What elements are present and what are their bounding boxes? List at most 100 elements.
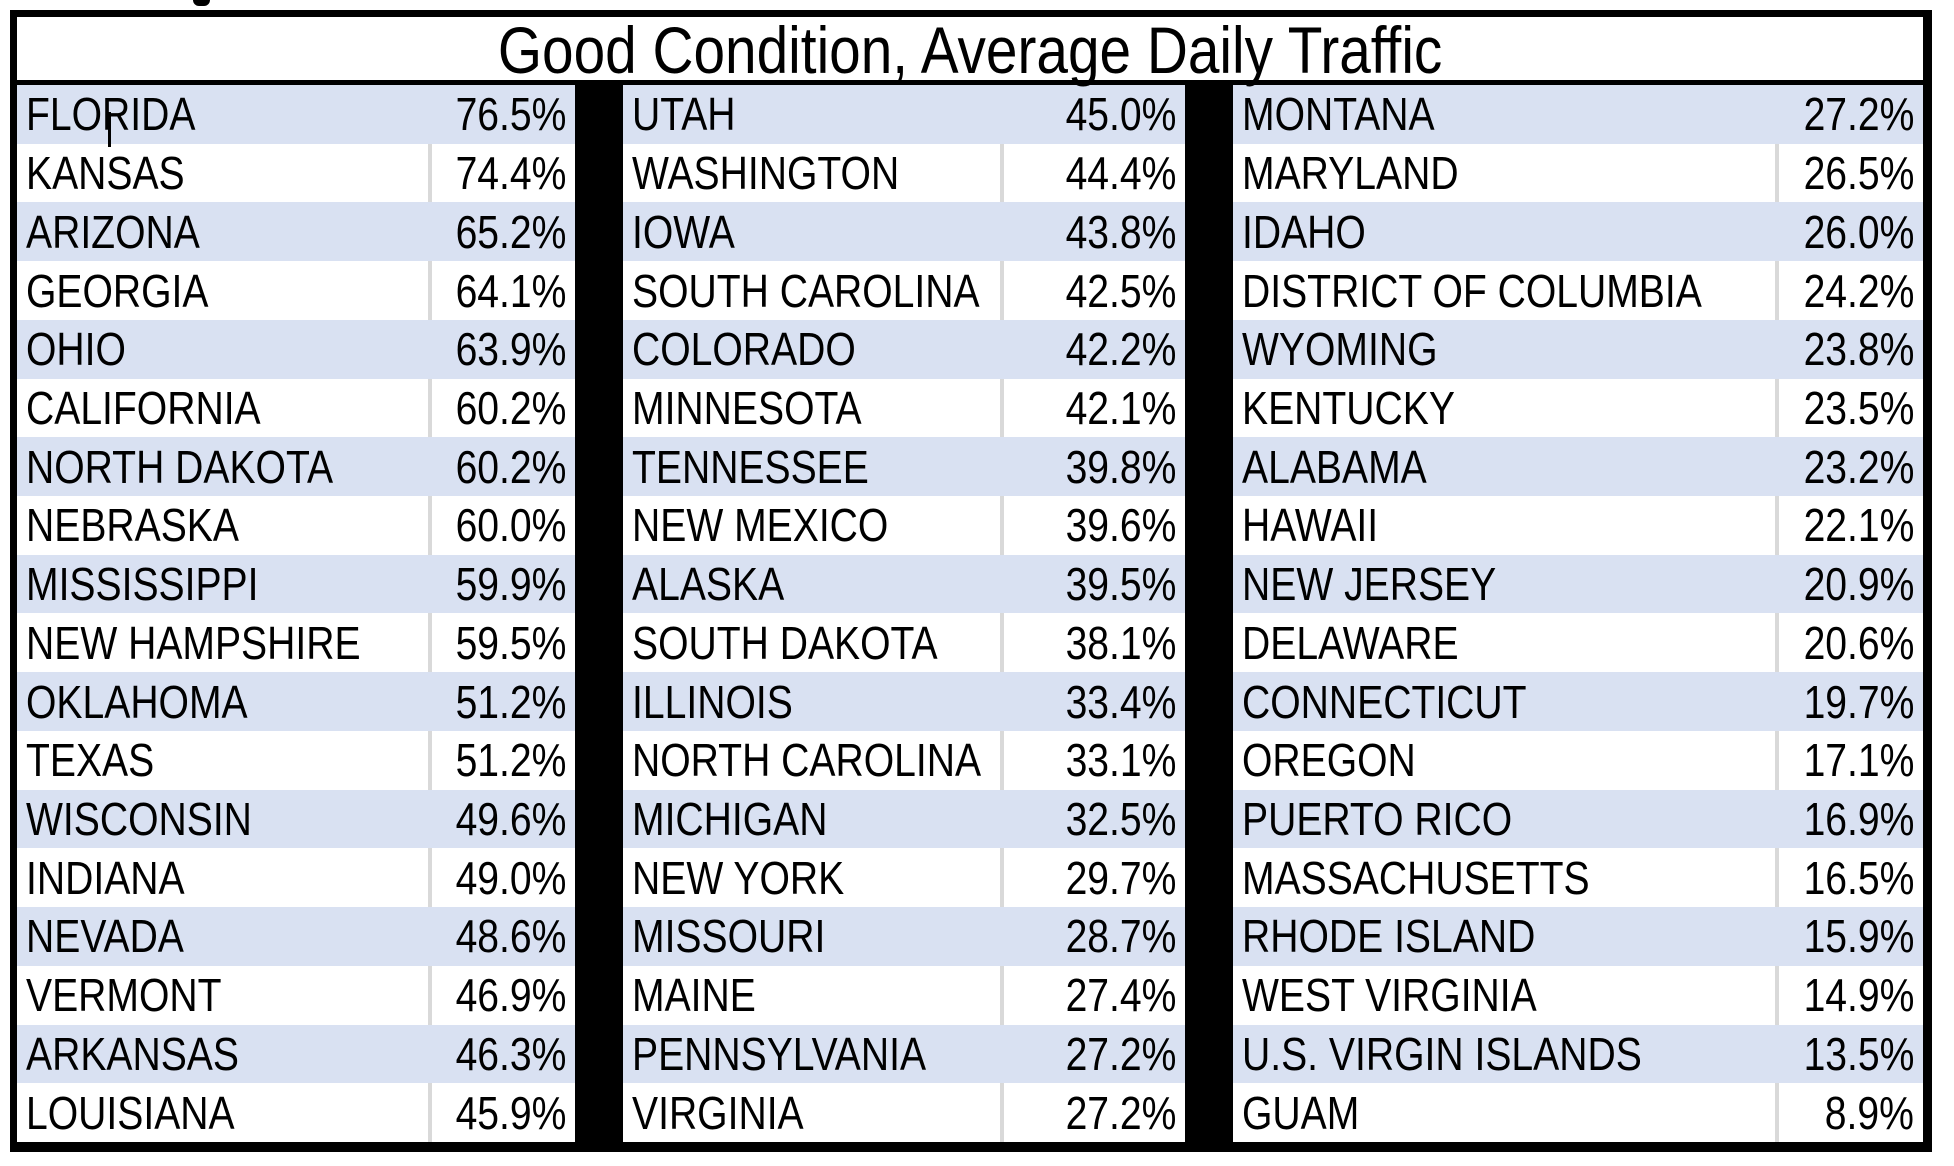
state-value-cell[interactable]: 46.3% [428, 1025, 575, 1084]
state-name-cell[interactable]: FLORIDA [17, 85, 428, 144]
state-name-cell[interactable]: MONTANA [1233, 85, 1775, 144]
state-name-cell[interactable]: CONNECTICUT [1233, 672, 1775, 731]
state-value-cell[interactable]: 51.2% [428, 672, 575, 731]
state-value-cell[interactable]: 49.6% [428, 790, 575, 849]
state-value-cell[interactable]: 33.4% [1000, 672, 1185, 731]
state-value-cell[interactable]: 39.8% [1000, 437, 1185, 496]
state-value-cell[interactable]: 14.9% [1775, 965, 1923, 1025]
state-name-cell[interactable]: OKLAHOMA [17, 672, 428, 731]
state-value-cell[interactable]: 60.2% [428, 437, 575, 496]
state-name-cell[interactable]: NORTH CAROLINA [623, 731, 1000, 790]
state-value-cell[interactable]: 74.4% [428, 143, 575, 203]
state-value-cell[interactable]: 24.2% [1775, 261, 1923, 320]
state-value-cell[interactable]: 48.6% [428, 907, 575, 966]
state-value-cell[interactable]: 26.5% [1775, 143, 1923, 203]
state-value-cell[interactable]: 64.1% [428, 261, 575, 320]
state-name-cell[interactable]: CALIFORNIA [17, 379, 428, 438]
state-name-cell[interactable]: ARKANSAS [17, 1025, 428, 1084]
state-name-cell[interactable]: VERMONT [17, 966, 428, 1025]
state-name-cell[interactable]: OREGON [1233, 731, 1775, 790]
state-name-cell[interactable]: NEVADA [17, 907, 428, 966]
state-value-cell[interactable]: 44.4% [1000, 143, 1185, 203]
state-name-cell[interactable]: MARYLAND [1233, 144, 1775, 203]
state-value-cell[interactable]: 13.5% [1775, 1025, 1923, 1084]
state-name-cell[interactable]: MINNESOTA [623, 379, 1000, 438]
state-value-cell[interactable]: 22.1% [1775, 496, 1923, 555]
state-value-cell[interactable]: 32.5% [1000, 790, 1185, 849]
state-name-cell[interactable]: COLORADO [623, 320, 1000, 379]
state-value-cell[interactable]: 59.9% [428, 555, 575, 614]
state-name-cell[interactable]: ARIZONA [17, 202, 428, 261]
state-name-cell[interactable]: VIRGINIA [623, 1083, 1000, 1142]
state-value-cell[interactable]: 28.7% [1000, 907, 1185, 966]
state-name-cell[interactable]: NEW JERSEY [1233, 555, 1775, 614]
state-name-cell[interactable]: MAINE [623, 966, 1000, 1025]
state-value-cell[interactable]: 38.1% [1000, 613, 1185, 673]
state-name-cell[interactable]: NORTH DAKOTA [17, 437, 428, 496]
state-value-cell[interactable]: 43.8% [1000, 202, 1185, 261]
state-value-cell[interactable]: 27.2% [1000, 1025, 1185, 1084]
state-name-cell[interactable]: KENTUCKY [1233, 379, 1775, 438]
state-name-cell[interactable]: PENNSYLVANIA [623, 1025, 1000, 1084]
state-value-cell[interactable]: 8.9% [1775, 1083, 1923, 1142]
state-value-cell[interactable]: 17.1% [1775, 730, 1923, 790]
state-value-cell[interactable]: 23.8% [1775, 320, 1923, 379]
state-name-cell[interactable]: MISSISSIPPI [17, 555, 428, 614]
state-value-cell[interactable]: 20.6% [1775, 613, 1923, 673]
state-value-cell[interactable]: 26.0% [1775, 202, 1923, 261]
state-name-cell[interactable]: IDAHO [1233, 202, 1775, 261]
state-name-cell[interactable]: KANSAS [17, 144, 428, 203]
state-name-cell[interactable]: GUAM [1233, 1083, 1775, 1142]
state-value-cell[interactable]: 45.0% [1000, 85, 1185, 144]
state-name-cell[interactable]: MASSACHUSETTS [1233, 848, 1775, 907]
state-value-cell[interactable]: 29.7% [1000, 848, 1185, 908]
table-title-cell[interactable]: Good Condition, Average Daily Traffic [17, 17, 1923, 85]
state-value-cell[interactable]: 27.2% [1000, 1083, 1185, 1142]
state-value-cell[interactable]: 46.9% [428, 965, 575, 1025]
state-value-cell[interactable]: 63.9% [428, 320, 575, 379]
state-name-cell[interactable]: ALASKA [623, 555, 1000, 614]
state-name-cell[interactable]: WYOMING [1233, 320, 1775, 379]
state-name-cell[interactable]: UTAH [623, 85, 1000, 144]
state-name-cell[interactable]: GEORGIA [17, 261, 428, 320]
state-name-cell[interactable]: TENNESSEE [623, 437, 1000, 496]
state-value-cell[interactable]: 19.7% [1775, 672, 1923, 731]
state-name-cell[interactable]: WEST VIRGINIA [1233, 966, 1775, 1025]
state-value-cell[interactable]: 39.6% [1000, 496, 1185, 555]
state-name-cell[interactable]: MICHIGAN [623, 790, 1000, 849]
state-value-cell[interactable]: 60.0% [428, 496, 575, 555]
state-name-cell[interactable]: ILLINOIS [623, 672, 1000, 731]
state-value-cell[interactable]: 16.9% [1775, 790, 1923, 849]
state-value-cell[interactable]: 27.4% [1000, 965, 1185, 1025]
state-value-cell[interactable]: 42.1% [1000, 378, 1185, 438]
state-name-cell[interactable]: DELAWARE [1233, 613, 1775, 672]
state-name-cell[interactable]: DISTRICT OF COLUMBIA [1233, 261, 1775, 320]
state-name-cell[interactable]: ALABAMA [1233, 437, 1775, 496]
state-value-cell[interactable]: 59.5% [428, 613, 575, 673]
state-name-cell[interactable]: NEW HAMPSHIRE [17, 613, 428, 672]
state-value-cell[interactable]: 65.2% [428, 202, 575, 261]
state-value-cell[interactable]: 45.9% [428, 1083, 575, 1142]
state-value-cell[interactable]: 23.2% [1775, 437, 1923, 496]
state-name-cell[interactable]: IOWA [623, 202, 1000, 261]
state-name-cell[interactable]: TEXAS [17, 731, 428, 790]
state-name-cell[interactable]: NEBRASKA [17, 496, 428, 555]
state-name-cell[interactable]: LOUISIANA [17, 1083, 428, 1142]
state-value-cell[interactable]: 39.5% [1000, 555, 1185, 614]
state-name-cell[interactable]: NEW MEXICO [623, 496, 1000, 555]
state-name-cell[interactable]: OHIO [17, 320, 428, 379]
state-name-cell[interactable]: WISCONSIN [17, 790, 428, 849]
state-value-cell[interactable]: 23.5% [1775, 378, 1923, 438]
state-name-cell[interactable]: PUERTO RICO [1233, 790, 1775, 849]
state-value-cell[interactable]: 60.2% [428, 378, 575, 438]
state-name-cell[interactable]: SOUTH CAROLINA [623, 261, 1000, 320]
state-value-cell[interactable]: 76.5% [428, 85, 575, 144]
state-value-cell[interactable]: 27.2% [1775, 85, 1923, 144]
state-value-cell[interactable]: 42.2% [1000, 320, 1185, 379]
state-name-cell[interactable]: HAWAII [1233, 496, 1775, 555]
state-value-cell[interactable]: 20.9% [1775, 555, 1923, 614]
state-value-cell[interactable]: 15.9% [1775, 907, 1923, 966]
state-value-cell[interactable]: 33.1% [1000, 730, 1185, 790]
state-value-cell[interactable]: 49.0% [428, 848, 575, 908]
state-name-cell[interactable]: WASHINGTON [623, 144, 1000, 203]
